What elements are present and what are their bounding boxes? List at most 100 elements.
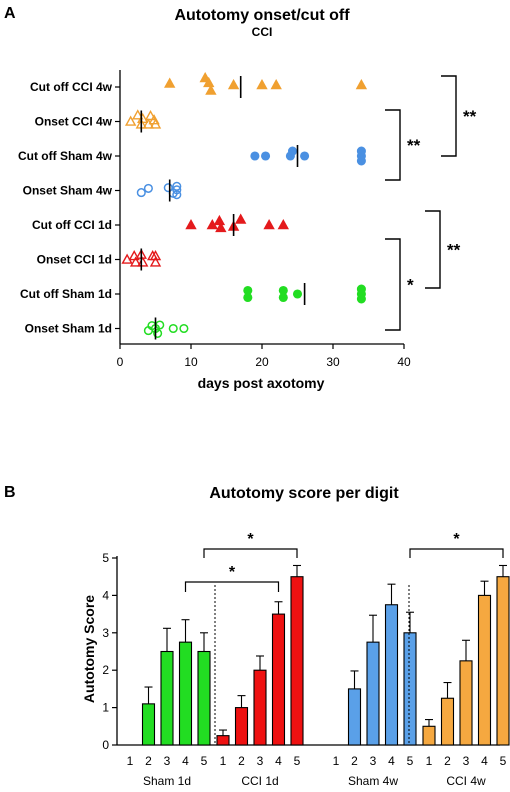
data-point-circle	[163, 183, 173, 193]
data-point-triangle	[144, 109, 157, 121]
y-tick-label: 5	[102, 551, 109, 565]
bar	[440, 697, 455, 746]
category-label: Cut off CCI 4w	[30, 80, 113, 94]
data-point-triangle	[277, 219, 289, 230]
data-point-circle	[143, 183, 153, 193]
data-point-circle	[250, 151, 260, 161]
group-label: Sham 4w	[348, 774, 398, 788]
data-point-circle	[153, 328, 163, 338]
significance-bracket	[184, 581, 280, 592]
category-label: Onset Sham 1d	[25, 322, 112, 336]
x-tick-label: 0	[117, 355, 124, 369]
data-point-triangle	[137, 112, 149, 124]
y-tick-label: 1	[102, 701, 109, 715]
data-point-triangle	[203, 76, 215, 88]
digit-label: 3	[257, 754, 264, 768]
data-point-triangle	[205, 84, 217, 95]
category-label: Onset Sham 4w	[23, 184, 113, 198]
category-label: Cut off Sham 1d	[20, 287, 112, 301]
data-point-triangle	[227, 78, 240, 90]
significance-bracket	[203, 548, 298, 558]
category-label: Cut off Sham 4w	[18, 149, 113, 163]
digit-label: 3	[164, 754, 171, 768]
data-point-triangle	[164, 77, 176, 88]
panel-a-xlabel: days post axotomy	[198, 375, 325, 391]
digit-label: 4	[275, 754, 282, 768]
group-label: CCI 1d	[241, 774, 278, 788]
x-tick-label: 30	[326, 355, 340, 369]
digit-label: 1	[333, 754, 340, 768]
panel-a-subtitle: CCI	[252, 25, 273, 39]
data-point-circle	[172, 190, 182, 200]
data-point-circle	[179, 323, 189, 334]
digit-label: 4	[481, 754, 488, 768]
category-label: Onset CCI 4w	[35, 115, 113, 129]
bar	[271, 613, 286, 746]
data-point-circle	[243, 292, 253, 303]
significance-label: *	[407, 276, 414, 295]
data-point-triangle	[355, 78, 368, 90]
significance-bracket	[425, 210, 441, 289]
digit-label: 5	[407, 754, 414, 768]
digit-label: 2	[351, 754, 358, 768]
panel-b-title: Autotomy score per digit	[209, 485, 399, 502]
data-point-circle	[292, 289, 303, 299]
data-point-triangle	[235, 213, 247, 224]
digit-label: 5	[500, 754, 507, 768]
data-point-triangle	[215, 221, 227, 233]
group-label: Sham 1d	[143, 774, 191, 788]
bar	[216, 735, 230, 746]
data-point-triangle	[256, 78, 268, 90]
data-point-circle	[287, 146, 298, 156]
bar	[290, 576, 304, 746]
data-point-triangle	[149, 118, 162, 129]
y-tick-label: 0	[102, 738, 109, 752]
significance-label: **	[463, 107, 477, 126]
data-point-triangle	[124, 115, 137, 126]
digit-label: 1	[220, 754, 227, 768]
significance-bracket	[385, 238, 401, 331]
bar	[234, 707, 249, 746]
data-point-triangle	[149, 250, 162, 261]
significance-label: *	[453, 531, 460, 548]
x-tick-label: 20	[255, 355, 269, 369]
bar	[366, 641, 380, 746]
x-tick-label: 40	[397, 355, 411, 369]
bar	[178, 641, 193, 746]
data-point-triangle	[185, 219, 197, 230]
data-point-triangle	[213, 214, 226, 226]
digit-label: 2	[238, 754, 245, 768]
data-point-circle	[172, 185, 182, 195]
data-point-triangle	[137, 256, 149, 267]
significance-bracket	[409, 548, 504, 558]
bar	[459, 660, 473, 746]
bar	[422, 725, 436, 746]
data-point-triangle	[129, 256, 142, 267]
category-label: Onset CCI 1d	[37, 253, 112, 267]
bar	[253, 669, 267, 746]
data-point-circle	[172, 181, 182, 191]
data-point-circle	[261, 151, 271, 161]
significance-label: **	[447, 241, 461, 260]
digit-label: 1	[426, 754, 433, 768]
digit-label: 1	[127, 754, 134, 768]
y-tick-label: 3	[102, 626, 109, 640]
digit-label: 2	[145, 754, 152, 768]
bar	[347, 688, 362, 746]
data-point-circle	[136, 188, 146, 198]
bar	[496, 576, 510, 746]
significance-bracket	[441, 75, 457, 157]
group-label: CCI 4w	[446, 774, 486, 788]
digit-label: 3	[463, 754, 470, 768]
significance-label: *	[247, 531, 254, 548]
bar	[160, 650, 174, 746]
digit-label: 5	[201, 754, 208, 768]
data-point-circle	[300, 151, 310, 161]
significance-label: *	[229, 564, 236, 581]
x-tick-label: 10	[184, 355, 198, 369]
bar	[477, 594, 492, 746]
data-point-circle	[278, 292, 288, 303]
digit-label: 4	[388, 754, 395, 768]
significance-label: **	[407, 136, 421, 155]
